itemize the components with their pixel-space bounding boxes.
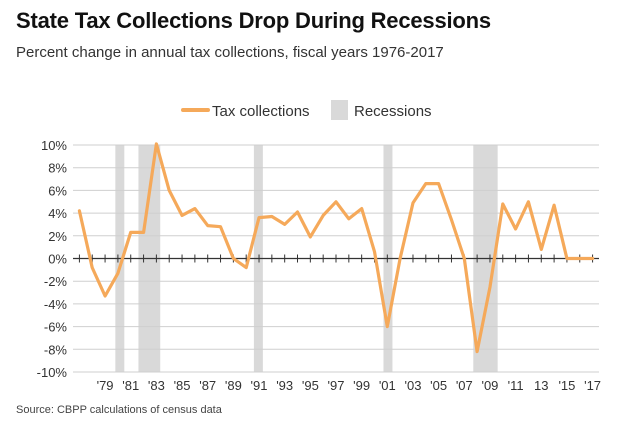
x-tick-label: '87 <box>199 378 216 393</box>
x-tick-label: '91 <box>251 378 268 393</box>
x-tick-label: 13 <box>534 378 548 393</box>
y-tick-label: 4% <box>48 206 67 221</box>
x-tick-label: '05 <box>430 378 447 393</box>
y-tick-label: 2% <box>48 229 67 244</box>
y-tick-label: 8% <box>48 161 67 176</box>
x-tick-label: '95 <box>302 378 319 393</box>
legend-label-recessions: Recessions <box>354 103 432 120</box>
y-tick-label: 6% <box>48 183 67 198</box>
x-tick-label: '15 <box>558 378 575 393</box>
y-tick-label: -4% <box>44 297 68 312</box>
x-tick-label: '03 <box>404 378 421 393</box>
x-tick-label: '01 <box>379 378 396 393</box>
x-tick-label: '89 <box>225 378 242 393</box>
x-tick-label: '83 <box>148 378 165 393</box>
x-tick-label: '81 <box>122 378 139 393</box>
x-tick-label: '97 <box>328 378 345 393</box>
y-tick-label: -2% <box>44 274 68 289</box>
y-tick-label: 0% <box>48 252 67 267</box>
x-tick-label: '09 <box>481 378 498 393</box>
y-tick-label: -10% <box>37 365 68 380</box>
x-tick-label: '85 <box>174 378 191 393</box>
series-line-tax-collections <box>77 142 595 354</box>
x-tick-label: '17 <box>584 378 601 393</box>
x-tick-label: '07 <box>456 378 473 393</box>
chart-subtitle: Percent change in annual tax collections… <box>16 44 444 61</box>
y-tick-label: 10% <box>41 138 67 153</box>
x-tick-label: '11 <box>508 378 524 393</box>
y-tick-label: -8% <box>44 342 68 357</box>
chart-legend: Tax collections Recessions <box>181 100 432 120</box>
source-note: Source: CBPP calculations of census data <box>16 404 222 416</box>
legend-recession-swatch <box>331 100 348 120</box>
chart-title: State Tax Collections Drop During Recess… <box>16 8 491 33</box>
x-tick-label: '79 <box>97 378 114 393</box>
legend-label-tax-collections: Tax collections <box>212 103 310 120</box>
x-tick-label: '99 <box>353 378 370 393</box>
x-tick-label: '93 <box>276 378 293 393</box>
y-tick-label: -6% <box>44 320 68 335</box>
